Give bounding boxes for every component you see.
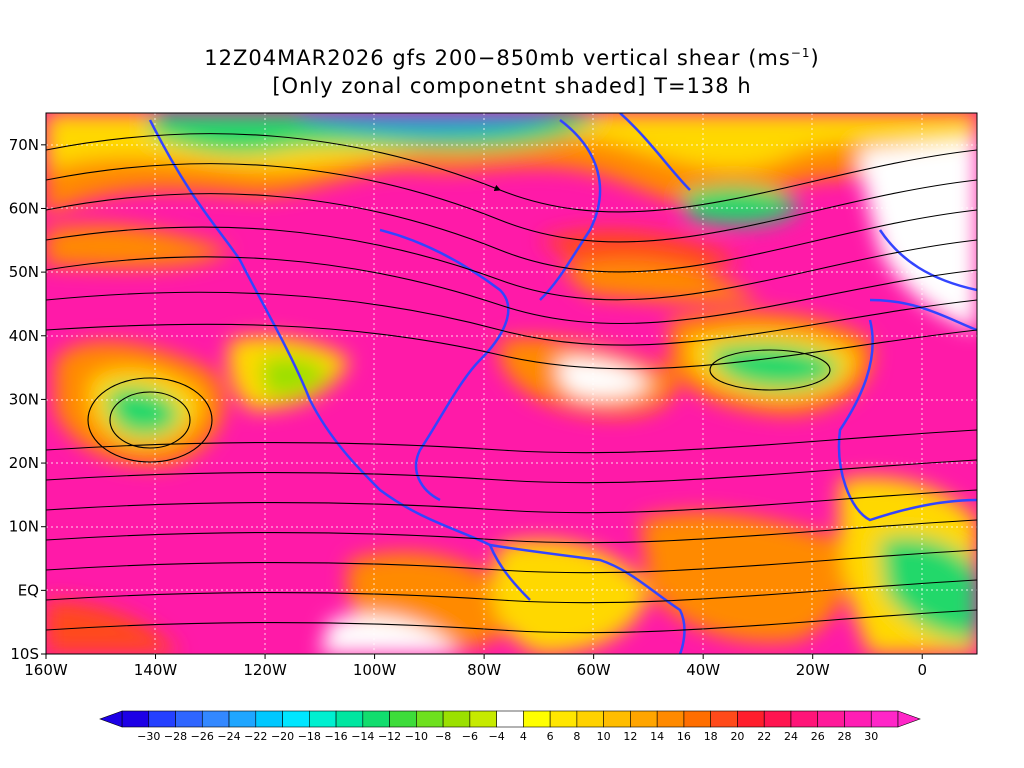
colorbar-swatch: [763, 710, 792, 728]
lon-label: 0: [917, 661, 927, 679]
title-line1-main: 12Z04MAR2026 gfs 200−850mb vertical shea…: [204, 46, 791, 70]
colorbar-swatch: [228, 710, 257, 728]
colorbar-left-arrow: [99, 710, 123, 728]
colorbar-swatch: [309, 710, 337, 728]
colorbar-swatch: [870, 710, 899, 728]
colorbar-label: 16: [677, 730, 691, 743]
lon-label: 140W: [134, 661, 178, 679]
colorbar-swatch: [737, 710, 765, 728]
colorbar-swatch: [255, 710, 283, 728]
colorbar-swatch: [201, 710, 230, 728]
lon-label: 80W: [467, 661, 501, 679]
lat-label: 30N: [9, 390, 39, 408]
colorbar-swatch: [496, 710, 524, 728]
colorbar-swatch: [817, 710, 845, 728]
colorbar: −30 −28 −26 −24 −22 −20 −18 −16 −14 −12 −10 −8 −6 −4 4…: [99, 710, 921, 743]
colorbar-label: 28: [837, 730, 851, 743]
colorbar-swatch: [148, 710, 176, 728]
lat-label: 20N: [9, 454, 39, 472]
colorbar-label: 22: [757, 730, 771, 743]
colorbar-label: −18: [298, 730, 321, 743]
colorbar-label: −28: [164, 730, 187, 743]
colorbar-label: 24: [784, 730, 798, 743]
colorbar-swatch: [630, 710, 658, 728]
chart-title-line1: 12Z04MAR2026 gfs 200−850mb vertical shea…: [0, 46, 1024, 70]
lon-label: 120W: [243, 661, 287, 679]
colorbar-swatch: [549, 710, 578, 728]
colorbar-label: 6: [547, 730, 554, 743]
lat-label: 10S: [10, 645, 39, 663]
lon-label: 20W: [796, 661, 830, 679]
colorbar-swatch: [710, 710, 738, 728]
colorbar-label: −12: [378, 730, 401, 743]
colorbar-label: −8: [435, 730, 451, 743]
lon-label: 160W: [24, 661, 68, 679]
colorbar-label: −22: [244, 730, 267, 743]
map-frame: [45, 112, 978, 655]
colorbar-swatch: [656, 710, 685, 728]
colorbar-swatch: [469, 710, 497, 728]
colorbar-label: 26: [811, 730, 825, 743]
lon-label: 100W: [353, 661, 397, 679]
colorbar-label: −30: [137, 730, 160, 743]
latitude-axis: 70N 60N 50N 40N 30N 20N 10N EQ 10S: [9, 136, 46, 663]
colorbar-swatch: [523, 710, 551, 728]
colorbar-label: −20: [271, 730, 294, 743]
lon-label: 60W: [577, 661, 611, 679]
streamlines: [46, 133, 977, 634]
title-line1-superscript: −1: [790, 46, 811, 60]
colorbar-swatch: [416, 710, 444, 728]
colorbar-swatch: [282, 710, 310, 728]
title-line1-end: ): [810, 46, 820, 70]
shear-field: [46, 113, 977, 654]
longitude-axis: 160W 140W 120W 100W 80W 60W 40W 20W 0: [24, 654, 927, 679]
colorbar-label: 18: [704, 730, 718, 743]
colorbar-label: −16: [324, 730, 347, 743]
lat-label: 10N: [9, 518, 39, 536]
lat-label: 60N: [9, 199, 39, 217]
colorbar-swatch: [175, 710, 203, 728]
lat-label: 70N: [9, 136, 39, 154]
colorbar-label: −4: [489, 730, 505, 743]
colorbar-swatch: [389, 710, 417, 728]
coastlines: [148, 113, 977, 654]
colorbar-label: −26: [191, 730, 214, 743]
colorbar-label: 14: [650, 730, 664, 743]
colorbar-label: 12: [623, 730, 637, 743]
colorbar-swatch: [790, 710, 819, 728]
colorbar-swatch: [121, 710, 150, 728]
colorbar-label: 20: [730, 730, 744, 743]
colorbar-label: −24: [217, 730, 240, 743]
colorbar-label: 30: [864, 730, 878, 743]
colorbar-label: 10: [597, 730, 611, 743]
colorbar-label: 8: [573, 730, 580, 743]
colorbar-label: −10: [405, 730, 428, 743]
colorbar-swatch: [442, 710, 471, 728]
lat-label: EQ: [18, 581, 39, 599]
colorbar-label: 4: [520, 730, 527, 743]
colorbar-label: −6: [462, 730, 478, 743]
colorbar-swatch: [362, 710, 390, 728]
colorbar-label: −14: [351, 730, 374, 743]
colorbar-swatch: [603, 710, 631, 728]
chart-title-line2: [Only zonal componetnt shaded] T=138 h: [272, 74, 752, 98]
colorbar-right-arrow: [897, 710, 921, 728]
colorbar-swatch: [576, 710, 604, 728]
colorbar-swatch: [683, 710, 711, 728]
lat-label: 50N: [9, 263, 39, 281]
colorbar-swatch: [844, 710, 872, 728]
lon-label: 40W: [686, 661, 720, 679]
colorbar-swatch: [335, 710, 364, 728]
lat-label: 40N: [9, 327, 39, 345]
